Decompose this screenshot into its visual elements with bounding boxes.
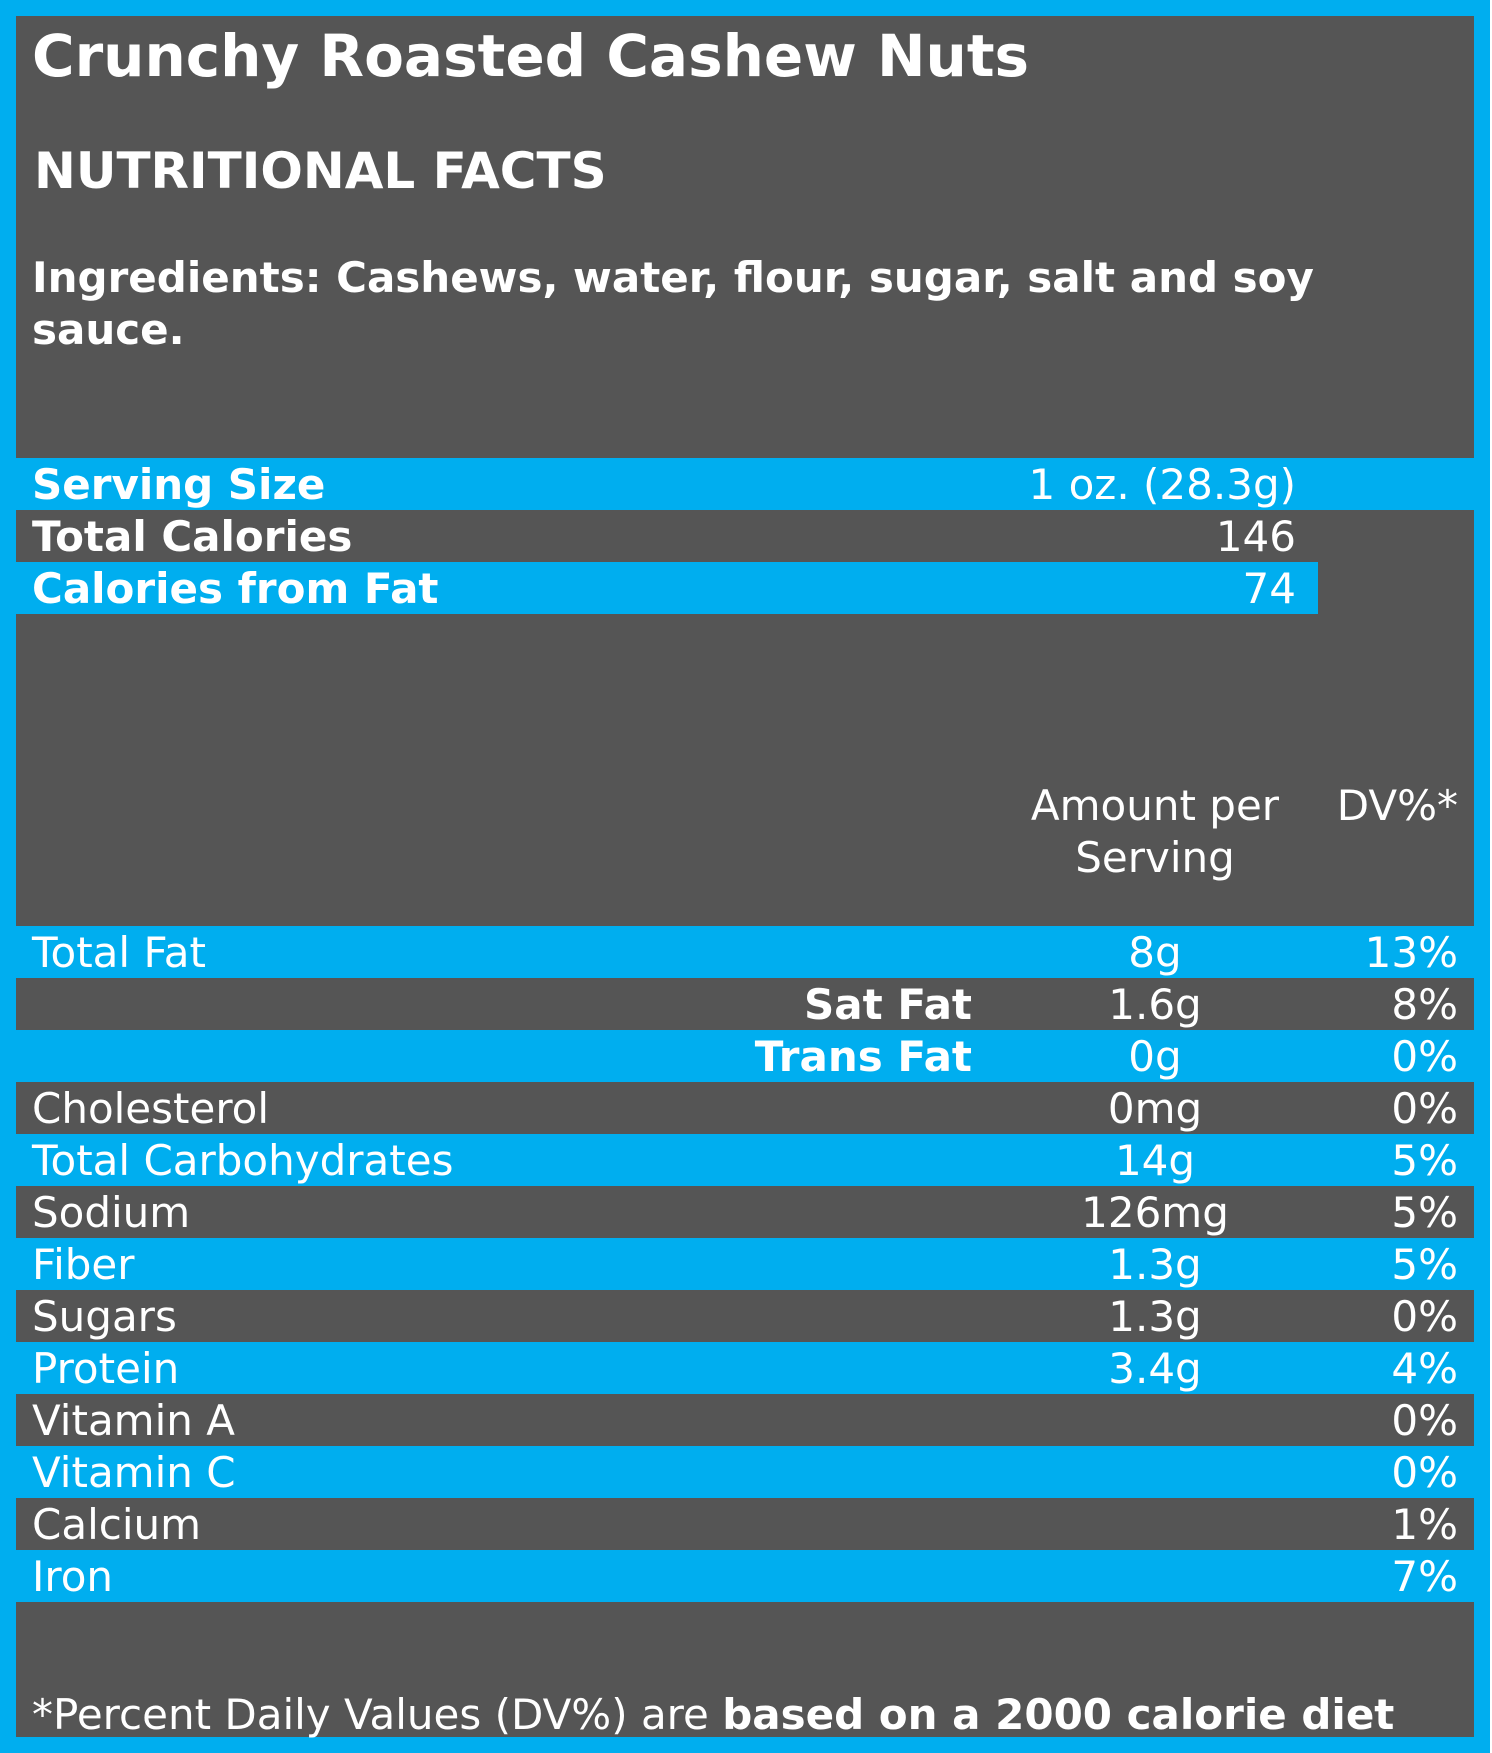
nutrient-amount [992, 1446, 1318, 1498]
nutrient-label: Protein [32, 1343, 180, 1393]
dv-column-heading: DV%* [1336, 781, 1458, 830]
section-heading: NUTRITIONAL FACTS [34, 142, 607, 200]
nutrient-dv: 0% [1391, 1447, 1458, 1497]
nutrient-amount: 126mg [1081, 1187, 1229, 1237]
nutrient-dv: 0% [1391, 1031, 1458, 1081]
nutrient-label: Sugars [32, 1291, 177, 1341]
footnote: *Percent Daily Values (DV%) are based on… [32, 1690, 1394, 1739]
nutrient-amount: 3.4g [1108, 1343, 1202, 1393]
product-title: Crunchy Roasted Cashew Nuts [32, 22, 1030, 90]
calories-from-fat-label: Calories from Fat [32, 563, 439, 613]
nutrient-row: Trans Fat 0g 0% [16, 1030, 1474, 1082]
serving-size-label: Serving Size [32, 459, 326, 509]
total-calories-label: Total Calories [32, 511, 353, 561]
nutrient-row: Fiber 1.3g 5% [16, 1238, 1474, 1290]
nutrient-amount [992, 1394, 1318, 1446]
nutrient-label: Vitamin A [32, 1395, 235, 1445]
nutrient-amount: 1.6g [1108, 979, 1202, 1029]
nutrient-row: Total Fat 8g 13% [16, 926, 1474, 978]
nutrient-amount [992, 1498, 1318, 1550]
nutrient-label: Calcium [32, 1499, 202, 1549]
nutrient-dv: 13% [1364, 927, 1458, 977]
nutrient-dv: 0% [1391, 1291, 1458, 1341]
nutrient-dv: 0% [1391, 1083, 1458, 1133]
serving-size-row: Serving Size 1 oz. (28.3g) [16, 458, 1474, 510]
footnote-emphasis: based on a 2000 calorie diet [722, 1690, 1395, 1739]
nutrient-dv: 5% [1391, 1135, 1458, 1185]
serving-size-value: 1 oz. (28.3g) [1028, 459, 1296, 509]
nutrient-label: Total Carbohydrates [32, 1135, 454, 1185]
nutrient-row: Sugars 1.3g 0% [16, 1290, 1474, 1342]
nutrient-label: Trans Fat [754, 1031, 972, 1081]
nutrient-row: Cholesterol 0mg 0% [16, 1082, 1474, 1134]
nutrient-row: Vitamin C 0% [16, 1446, 1474, 1498]
nutrient-dv: 1% [1391, 1499, 1458, 1549]
nutrient-dv: 7% [1391, 1551, 1458, 1601]
nutrient-amount: 14g [1114, 1135, 1196, 1185]
nutrient-label: Fiber [32, 1239, 135, 1289]
nutrient-row: Sodium 126mg 5% [16, 1186, 1474, 1238]
nutrient-label: Cholesterol [32, 1083, 270, 1133]
nutrient-dv: 5% [1391, 1187, 1458, 1237]
nutrient-row: Iron 7% [16, 1550, 1474, 1602]
nutrient-amount: 0mg [1107, 1083, 1203, 1133]
nutrient-row: Vitamin A 0% [16, 1394, 1474, 1446]
nutrient-amount: 1.3g [1108, 1291, 1202, 1341]
nutrient-amount [992, 1550, 1318, 1602]
ingredients-text: Ingredients: Cashews, water, flour, suga… [32, 253, 1314, 354]
amount-column-heading: Amount per Serving [1030, 781, 1280, 882]
nutrient-dv: 0% [1391, 1395, 1458, 1445]
nutrient-label: Vitamin C [32, 1447, 236, 1497]
nutrient-dv: 4% [1391, 1343, 1458, 1393]
nutrient-label: Total Fat [32, 927, 206, 977]
total-calories-row: Total Calories 146 [16, 510, 1474, 562]
nutrient-label: Sodium [32, 1187, 191, 1237]
nutrient-row: Protein 3.4g 4% [16, 1342, 1474, 1394]
nutrient-row: Sat Fat 1.6g 8% [16, 978, 1474, 1030]
footnote-prefix: *Percent Daily Values (DV%) are [32, 1690, 723, 1739]
nutrient-dv: 8% [1391, 979, 1458, 1029]
calories-from-fat-value: 74 [1242, 563, 1296, 613]
nutrient-dv: 5% [1391, 1239, 1458, 1289]
nutrient-label: Iron [32, 1551, 114, 1601]
nutrient-row: Calcium 1% [16, 1498, 1474, 1550]
nutrient-label: Sat Fat [804, 979, 972, 1029]
calories-from-fat-row: Calories from Fat 74 [16, 562, 1474, 614]
total-calories-value: 146 [1215, 511, 1296, 561]
nutrient-amount: 8g [1128, 927, 1182, 977]
nutrient-row: Total Carbohydrates 14g 5% [16, 1134, 1474, 1186]
nutrient-amount: 1.3g [1108, 1239, 1202, 1289]
nutrient-amount: 0g [1128, 1031, 1182, 1081]
